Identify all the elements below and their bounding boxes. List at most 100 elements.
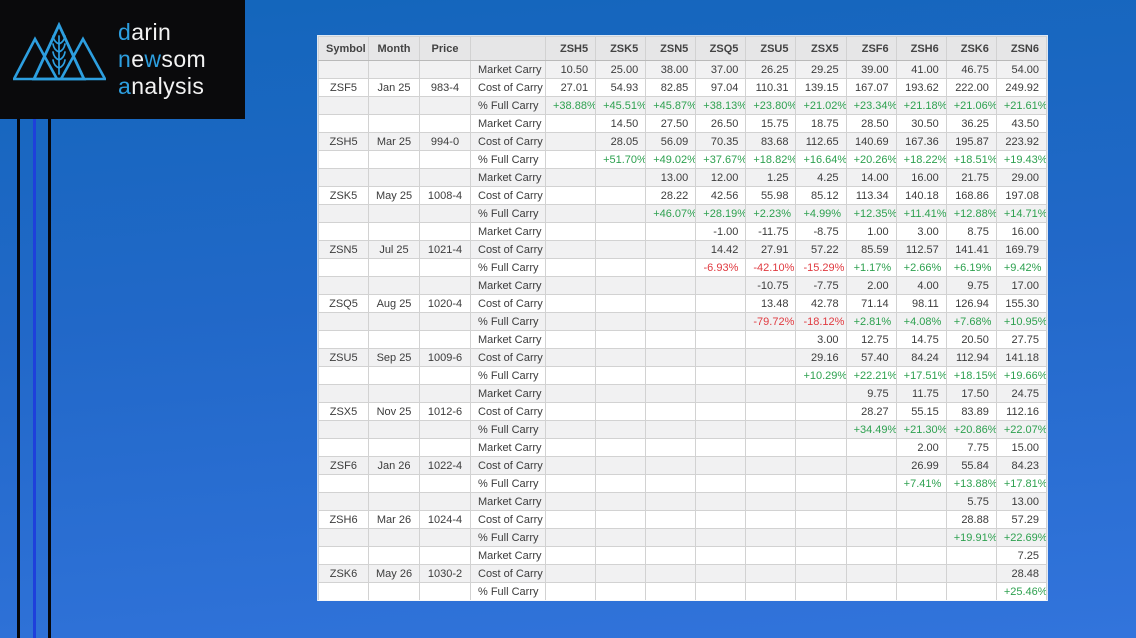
price-cell-empty: [419, 60, 471, 79]
value-cell: [695, 402, 747, 421]
symbol-cell: ZSF6: [318, 456, 369, 475]
value-cell: 2.00: [895, 438, 947, 457]
value-cell: 1.00: [845, 222, 897, 241]
col-header-contract-zsk6: ZSK6: [945, 36, 997, 61]
value-cell: 13.00: [645, 168, 697, 187]
value-cell: +34.49%: [845, 420, 897, 439]
month-cell-empty: [368, 204, 420, 223]
value-cell: +12.35%: [845, 204, 897, 223]
value-cell: [544, 582, 597, 601]
table-row-zsk5-cost: ZSK5 May 25 1008-4 Cost of Carry 28.22 42.56 5…: [318, 186, 1048, 205]
value-cell: 193.62: [895, 78, 947, 97]
value-cell: [795, 582, 847, 601]
table-row-zsk6-market: Market Carry 7.25: [318, 546, 1048, 565]
value-cell: 28.22: [645, 186, 697, 205]
value-cell: -7.75: [795, 276, 847, 295]
value-cell: [544, 240, 597, 259]
value-cell: +22.21%: [845, 366, 897, 385]
vertical-accent-line-blue: [33, 119, 36, 638]
value-cell: [695, 510, 747, 529]
symbol-cell-empty: [318, 492, 369, 511]
brand-letter: arin: [131, 19, 172, 45]
value-cell: [544, 114, 597, 133]
row-label: % Full Carry: [470, 528, 546, 547]
value-cell: 83.68: [745, 132, 797, 151]
table-row-zsh6-market: Market Carry 5.75 13.00: [318, 492, 1048, 511]
value-cell: [544, 150, 597, 169]
value-cell: [645, 492, 697, 511]
table-row-zsq5-pct: % Full Carry -79.72% -18.12% +2.81% +4.08% +7…: [318, 312, 1048, 331]
value-cell: [544, 474, 597, 493]
value-cell: +21.02%: [795, 96, 847, 115]
table-row-zsk6-pct: % Full Carry +25.46%: [318, 582, 1048, 601]
month-cell-empty: [368, 222, 420, 241]
value-cell: 8.75: [945, 222, 997, 241]
value-cell: +10.95%: [995, 312, 1048, 331]
table-row-zsf5-cost: ZSF5 Jan 25 983-4 Cost of Carry 27.01 54.93 82…: [318, 78, 1048, 97]
value-cell: +6.19%: [945, 258, 997, 277]
value-cell: [645, 474, 697, 493]
value-cell: 84.23: [995, 456, 1048, 475]
month-cell-empty: [368, 330, 420, 349]
value-cell: 14.75: [895, 330, 947, 349]
table-row-zsh6-pct: % Full Carry +19.91% +22.69%: [318, 528, 1048, 547]
value-cell: [595, 258, 647, 277]
month-cell-empty: [368, 114, 420, 133]
value-cell: +13.88%: [945, 474, 997, 493]
value-cell: [695, 492, 747, 511]
symbol-cell-empty: [318, 366, 369, 385]
row-label: Cost of Carry: [470, 186, 546, 205]
value-cell: +4.99%: [795, 204, 847, 223]
value-cell: [745, 420, 797, 439]
price-cell-empty: [419, 312, 471, 331]
value-cell: [945, 564, 997, 583]
value-cell: [945, 582, 997, 601]
value-cell: +7.68%: [945, 312, 997, 331]
value-cell: 112.65: [795, 132, 847, 151]
value-cell: [595, 420, 647, 439]
col-header-contract-zsx5: ZSX5: [795, 36, 847, 61]
value-cell: 14.50: [595, 114, 647, 133]
row-label: Market Carry: [470, 60, 546, 79]
symbol-cell: ZSF5: [318, 78, 369, 97]
value-cell: +23.80%: [745, 96, 797, 115]
price-cell-empty: [419, 114, 471, 133]
value-cell: [595, 186, 647, 205]
header-row: Symbol Month Price ZSH5 ZSK5 ZSN5 ZSQ5 ZSU5 ZSX5…: [318, 36, 1048, 61]
month-cell-empty: [368, 258, 420, 277]
symbol-cell: ZSN5: [318, 240, 369, 259]
month-cell-empty: [368, 96, 420, 115]
value-cell: -8.75: [795, 222, 847, 241]
row-label: Cost of Carry: [470, 240, 546, 259]
value-cell: [695, 420, 747, 439]
value-cell: [845, 582, 897, 601]
value-cell: +22.07%: [995, 420, 1048, 439]
row-label: Market Carry: [470, 114, 546, 133]
table-row-zsu5-market: Market Carry 3.00 12.75 14.75 20.50 27.75: [318, 330, 1048, 349]
value-cell: [595, 330, 647, 349]
col-header-symbol: Symbol: [318, 36, 369, 61]
row-label: Market Carry: [470, 384, 546, 403]
value-cell: +1.17%: [845, 258, 897, 277]
row-label: % Full Carry: [470, 312, 546, 331]
month-cell-empty: [368, 60, 420, 79]
value-cell: [745, 366, 797, 385]
value-cell: +14.71%: [995, 204, 1048, 223]
value-cell: +20.26%: [845, 150, 897, 169]
value-cell: 112.94: [945, 348, 997, 367]
value-cell: 7.75: [945, 438, 997, 457]
value-cell: [544, 204, 597, 223]
value-cell: 167.36: [895, 132, 947, 151]
value-cell: [795, 528, 847, 547]
value-cell: 54.93: [595, 78, 647, 97]
price-cell: 1008-4: [419, 186, 471, 205]
value-cell: [795, 456, 847, 475]
symbol-cell: ZSX5: [318, 402, 369, 421]
value-cell: 55.98: [745, 186, 797, 205]
symbol-cell-empty: [318, 114, 369, 133]
value-cell: 56.09: [645, 132, 697, 151]
value-cell: [544, 420, 597, 439]
value-cell: +21.30%: [895, 420, 947, 439]
value-cell: 26.25: [745, 60, 797, 79]
row-label: Cost of Carry: [470, 294, 546, 313]
